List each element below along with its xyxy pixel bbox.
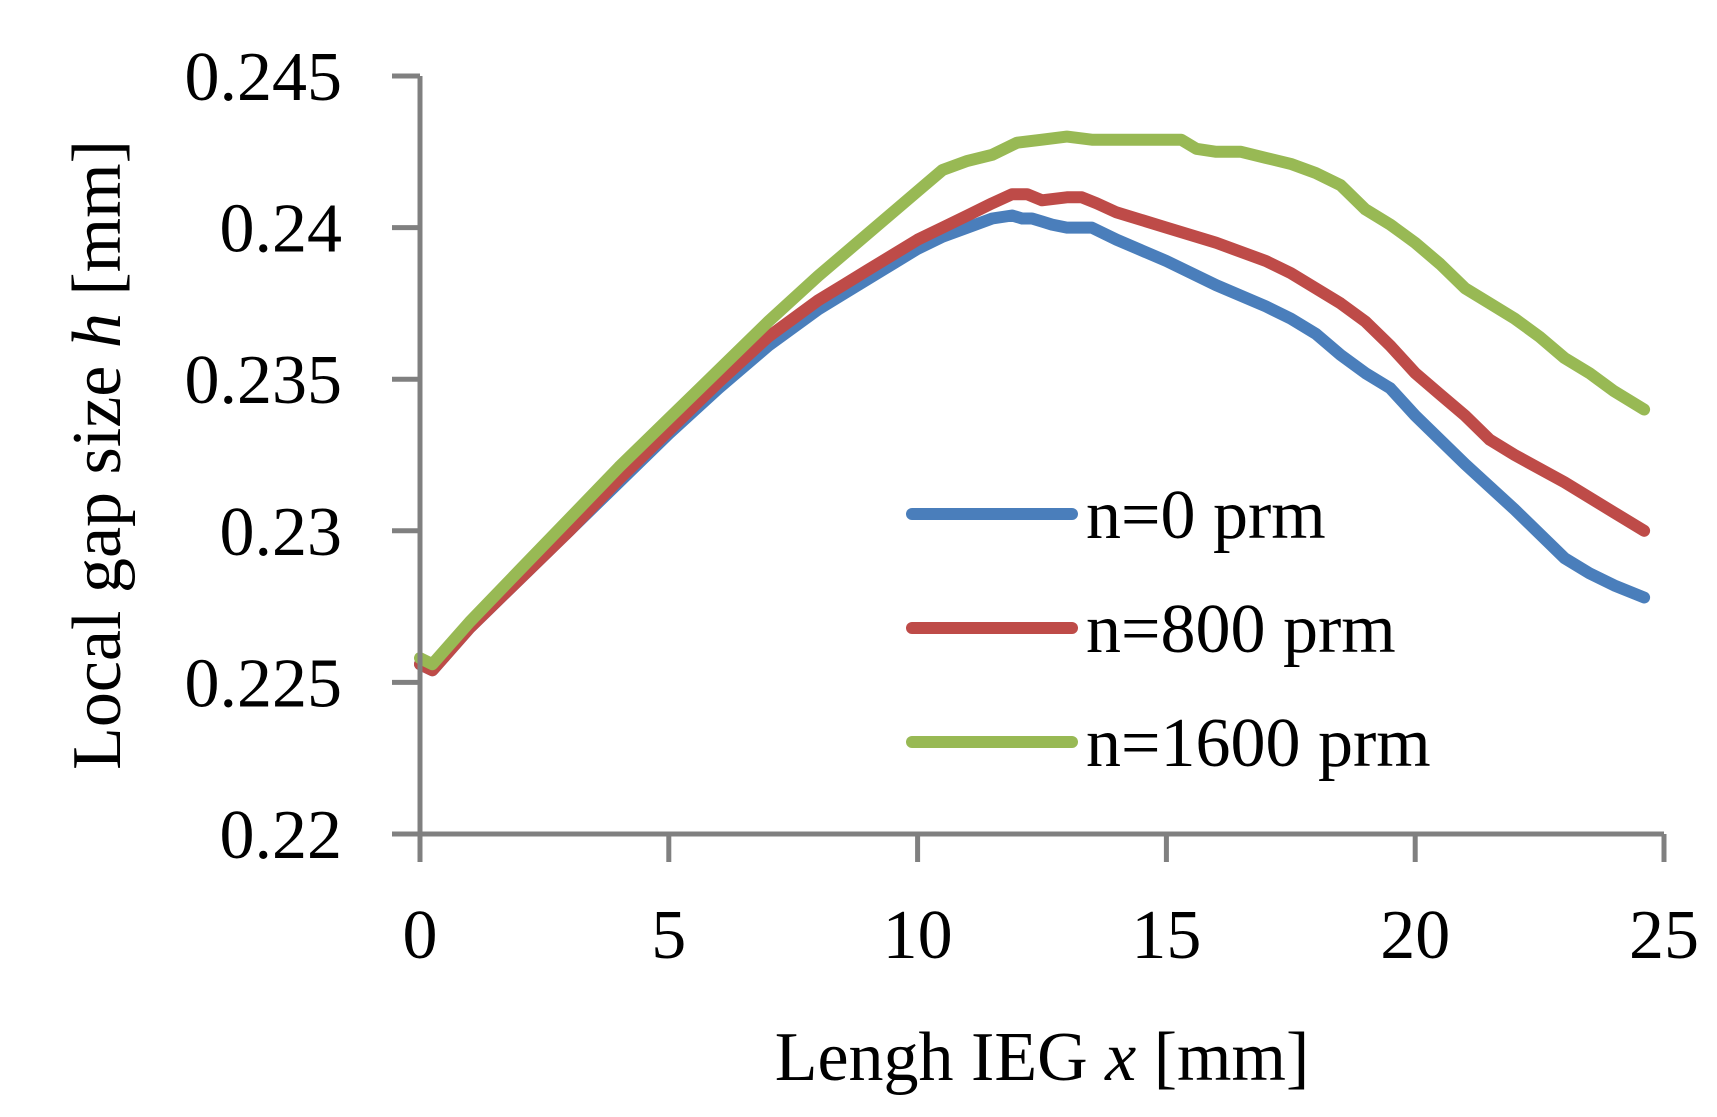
y-tick-label: 0.245 — [185, 39, 343, 116]
y-tick-label: 0.23 — [220, 494, 343, 571]
x-tick-label: 10 — [883, 897, 953, 974]
y-tick-label: 0.235 — [185, 342, 343, 419]
legend-label-n0: n=0 prm — [1086, 477, 1326, 554]
x-axis-title: Lengh IEG x [mm] — [775, 1019, 1310, 1096]
x-tick-label: 5 — [651, 897, 686, 974]
x-tick-label: 15 — [1131, 897, 1201, 974]
y-tick-label: 0.225 — [185, 645, 343, 722]
legend-label-n800: n=800 prm — [1086, 591, 1396, 668]
y-tick-label: 0.24 — [220, 191, 343, 268]
x-axis-variable: x — [1104, 1019, 1136, 1096]
y-axis-variable: h — [59, 313, 136, 348]
x-tick-label: 0 — [403, 897, 438, 974]
series-layer — [414, 130, 1651, 677]
x-tick-label: 25 — [1629, 897, 1699, 974]
axes-layer — [392, 76, 1664, 837]
ticks-layer: 0.22 0.225 0.23 0.235 0.24 0.245 0 5 10 15 20 25 — [185, 39, 1700, 974]
series-line-n-1600-prm — [414, 130, 1651, 671]
y-tick-label: 0.22 — [220, 797, 343, 874]
series-line-n-800-prm — [414, 188, 1651, 677]
legend-label-n1600: n=1600 prm — [1086, 705, 1431, 782]
x-tick-label: 20 — [1380, 897, 1450, 974]
legend: n=0 prm n=800 prm n=1600 prm — [906, 477, 1431, 782]
y-axis-title: Local gap size h [mm] — [59, 140, 136, 770]
